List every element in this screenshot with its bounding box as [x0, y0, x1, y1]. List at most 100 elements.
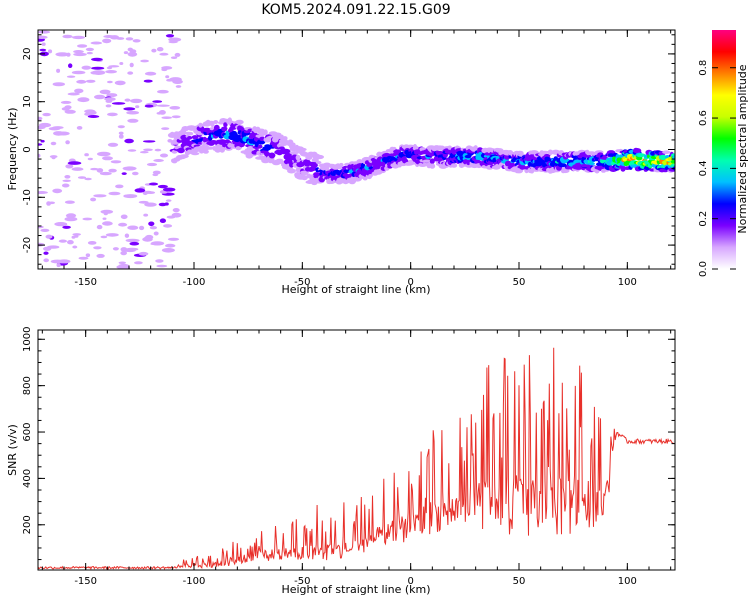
spectrogram-noise-blob	[38, 30, 51, 34]
spectrogram-noise-blob	[67, 92, 80, 96]
spectrogram-noise-blob	[62, 34, 73, 39]
spectrogram-signal-blob	[300, 170, 309, 174]
spectrogram-signal-blob	[557, 163, 567, 168]
spectrogram-noise-blob	[65, 140, 70, 145]
x-tick-label: 50	[513, 576, 526, 587]
spectrogram-noise-blob	[124, 98, 131, 102]
y-tick-label: 0	[22, 146, 33, 152]
spectrogram-noise-blob	[102, 217, 107, 220]
spectrogram-noise-blob	[47, 49, 53, 54]
spectrogram-noise-blob	[155, 259, 164, 263]
spectrogram-noise-blob	[120, 214, 128, 220]
spectrogram-noise-blob	[153, 159, 164, 162]
spectrogram-noise-blob	[143, 213, 149, 217]
spectrogram-noise-blob	[154, 148, 162, 152]
spectrogram-noise-blob	[96, 224, 103, 230]
colorbar-gradient	[712, 30, 736, 269]
spectrogram-noise-blob	[38, 153, 41, 158]
spectrogram-signal-blob	[221, 127, 228, 132]
spectrogram-noise-blob	[170, 56, 178, 59]
spectrogram-signal-blob	[315, 154, 325, 160]
spectrogram-noise-blob	[96, 253, 105, 258]
spectrogram-signal-blob	[263, 129, 268, 135]
spectrogram-noise-blob	[132, 39, 141, 43]
spectrogram-noise-blob	[84, 177, 92, 181]
spectrogram-signal-blob	[368, 174, 373, 178]
spectrogram-noise-blob	[143, 79, 153, 83]
spectrogram-signal-blob	[179, 154, 189, 159]
snr-panel: -150 -100 -50 0 50 100 200 400 600 800 1000 Height…	[6, 327, 676, 596]
spectrogram-noise-blob	[123, 107, 136, 111]
spectrogram-noise-blob	[58, 239, 67, 243]
spectrogram-noise-blob	[40, 139, 45, 143]
spectrogram-noise-blob	[167, 237, 180, 241]
spectrogram-noise-blob	[150, 241, 165, 246]
spectrogram-noise-blob	[87, 115, 100, 118]
spectrogram-noise-blob	[152, 170, 161, 175]
x-tick-label: 0	[407, 277, 413, 288]
spectrogram-noise-blob	[156, 264, 168, 268]
spectrogram-noise-blob	[85, 79, 96, 83]
spectrogram-noise-blob	[65, 164, 74, 169]
spectrogram-noise-blob	[118, 261, 127, 265]
spectrogram-noise-blob	[84, 153, 89, 157]
spectrogram-signal-blob	[422, 159, 432, 163]
spectrogram-signal-blob	[636, 156, 643, 161]
colorbar-tick-label: 0.4	[698, 160, 709, 176]
spectrogram-signal-blob	[659, 154, 668, 160]
spectrogram-noise-blob	[171, 115, 181, 119]
colorbar-tick-label: 0.0	[698, 261, 709, 277]
spectrogram-noise-blob	[135, 105, 140, 109]
spectrogram-noise-blob	[130, 98, 143, 104]
spectrogram-signal-blob	[602, 154, 607, 160]
spectrogram-noise-blob	[61, 183, 70, 188]
spectrogram-noise-blob	[146, 162, 158, 167]
spectrogram-noise-blob	[77, 176, 87, 179]
spectrogram-noise-blob	[64, 216, 78, 222]
spectrogram-noise-blob	[118, 131, 124, 135]
spectrogram-signal-blob	[235, 146, 242, 151]
spectrogram-noise-blob	[127, 51, 138, 57]
spectrogram-noise-blob	[156, 104, 170, 107]
spectrogram-noise-blob	[143, 140, 156, 143]
spectrogram-noise-blob	[139, 225, 145, 231]
x-tick-label: 100	[618, 277, 637, 288]
spectrogram-signal-blob	[450, 163, 458, 168]
spectrogram-noise-blob	[66, 52, 71, 57]
spectrogram-noise-blob	[55, 52, 69, 57]
spectrogram-noise-blob	[125, 37, 134, 41]
spectrogram-noise-blob	[65, 213, 77, 218]
spectrogram-noise-blob	[72, 245, 78, 249]
spectrogram-noise-blob	[163, 187, 176, 192]
spectrogram-noise-blob	[129, 241, 140, 246]
spectrogram-noise-blob	[144, 236, 149, 241]
spectrogram-noise-blob	[53, 131, 65, 136]
spectrogram-signal-blob	[339, 162, 344, 167]
spectrogram-noise-blob	[108, 191, 121, 196]
spectrogram-noise-blob	[121, 172, 127, 176]
spectrogram-signal-blob	[282, 136, 288, 141]
spectrogram-noise-blob	[38, 191, 48, 194]
spectrogram-noise-blob	[85, 47, 94, 52]
spectrogram-noise-blob	[104, 97, 116, 101]
spectrogram-noise-blob	[151, 48, 157, 53]
spectrogram-signal-blob	[202, 149, 209, 154]
spectrogram-noise-blob	[107, 112, 118, 117]
spectrogram-xlabel: Height of straight line (km)	[281, 283, 430, 296]
spectrogram-noise-blob	[90, 41, 103, 45]
spectrogram-noise-blob	[67, 161, 82, 165]
spectrogram-noise-blob	[124, 233, 130, 238]
spectrogram-noise-blob	[148, 221, 155, 227]
spectrogram-noise-blob	[38, 35, 48, 39]
spectrogram-signal-blob	[474, 159, 482, 164]
spectrogram-noise-blob	[92, 70, 106, 75]
spectrogram-noise-blob	[172, 79, 181, 83]
spectrogram-noise-blob	[51, 155, 56, 160]
snr-xlabel: Height of straight line (km)	[281, 583, 430, 596]
spectrogram-signal-blob	[473, 145, 478, 151]
spectrogram-noise-blob	[68, 63, 73, 68]
spectrogram-noise-blob	[125, 238, 140, 243]
spectrogram-signal-blob	[257, 144, 263, 149]
